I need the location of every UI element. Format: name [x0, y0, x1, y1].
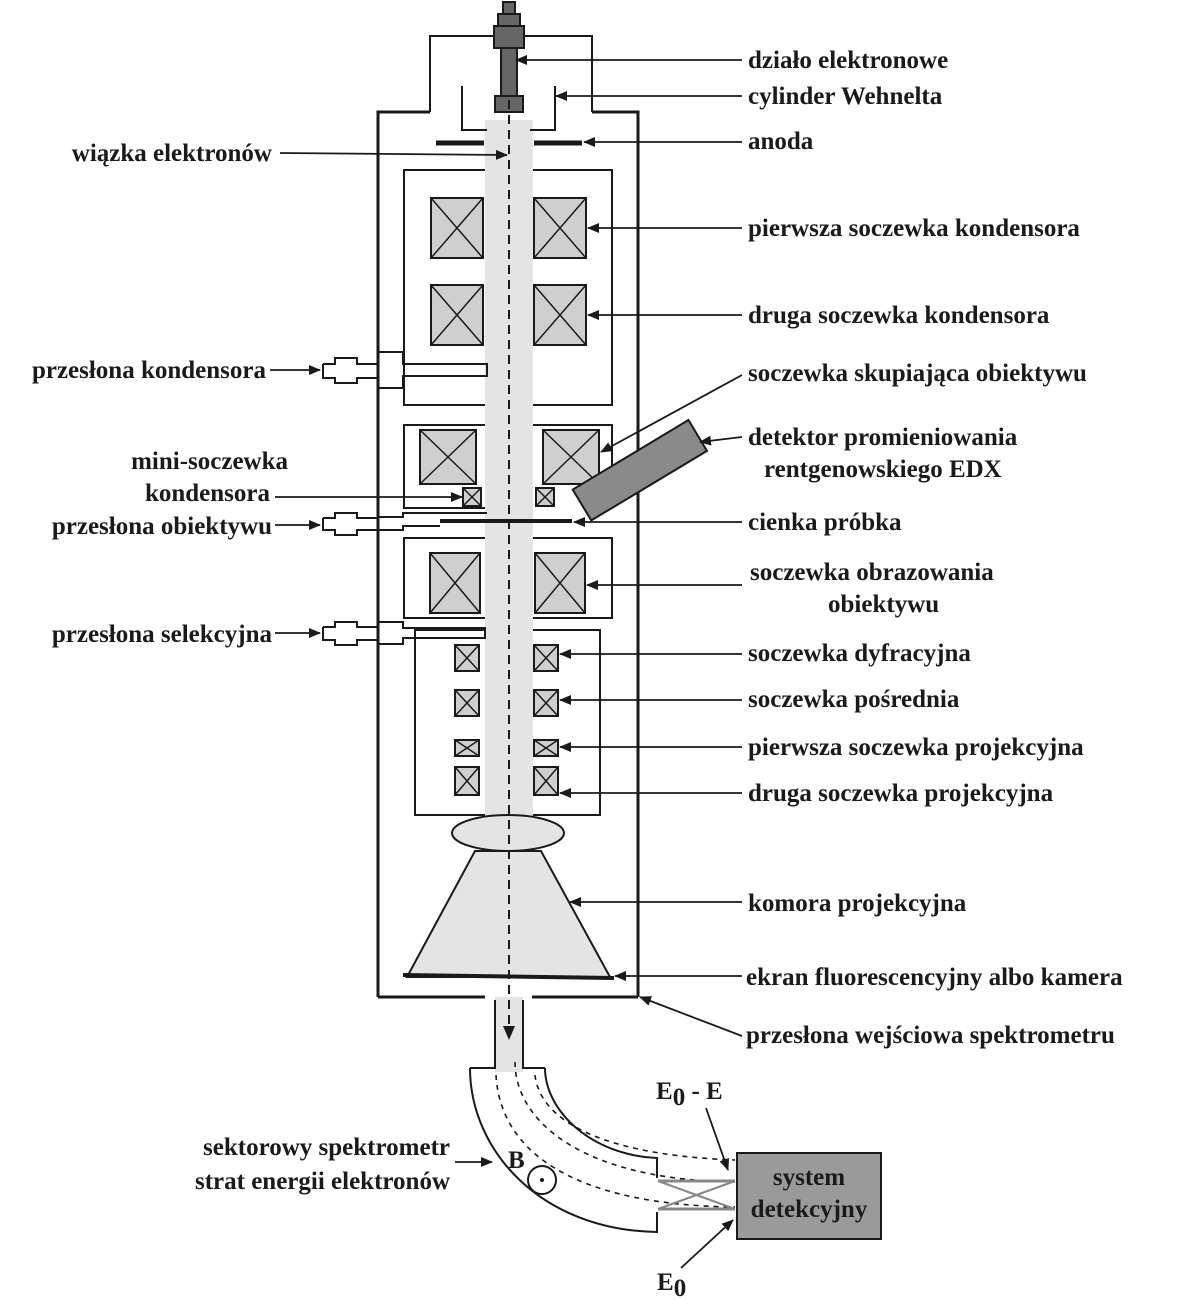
intermediate-lens	[454, 689, 559, 717]
label-intermediate-lens: soczewka pośrednia	[748, 686, 960, 713]
spectrometer	[469, 1000, 736, 1234]
label-edx-2: rentgenowskiego EDX	[764, 456, 1002, 483]
label-anode: anoda	[748, 128, 814, 155]
condenser-mini-lens	[462, 487, 555, 507]
label-condenser-aperture: przesłona kondensora	[32, 357, 267, 384]
label-selective-aperture: przesłona selekcyjna	[52, 621, 273, 648]
label-condenser-1: pierwsza soczewka kondensora	[748, 215, 1080, 242]
objective-imaging-lens	[429, 552, 586, 614]
label-electron-beam: wiązka elektronów	[72, 140, 272, 167]
label-field-b: B	[508, 1147, 525, 1174]
condenser-lens-1	[430, 197, 587, 259]
condenser-lens-2	[430, 284, 587, 346]
label-condenser-2: druga soczewka kondensora	[748, 302, 1050, 329]
projection-lens-2	[454, 766, 559, 796]
label-diffraction-lens: soczewka dyfracyjna	[748, 640, 971, 667]
label-spectrometer-1: sektorowy spektrometr	[203, 1134, 450, 1161]
label-objective-imaging-1: soczewka obrazowania	[750, 559, 994, 586]
objective-aperture	[322, 512, 487, 536]
label-projection-2: druga soczewka projekcyjna	[748, 780, 1054, 807]
label-wehnelt: cylinder Wehnelta	[748, 83, 943, 110]
label-spectrometer-2: strat energii elektronów	[195, 1168, 450, 1195]
projection-lens-1	[454, 739, 559, 757]
label-spectrometer-aperture: przesłona wejściowa spektrometru	[746, 1022, 1115, 1049]
label-projection-chamber: komora projekcyjna	[748, 890, 967, 917]
label-objective-aperture: przesłona obiektywu	[52, 513, 272, 540]
condenser-aperture	[322, 351, 488, 389]
detection-system-label-1: system	[773, 1164, 845, 1191]
label-minilens-2: kondensora	[145, 480, 271, 507]
label-objective-imaging-2: obiektywu	[828, 591, 939, 618]
label-edx-1: detektor promieniowania	[748, 424, 1018, 451]
label-electron-gun: działo elektronowe	[748, 47, 948, 74]
diffraction-lens	[454, 644, 559, 672]
objective-focusing-lens	[419, 429, 600, 485]
detection-system-label-2: detekcyjny	[751, 1196, 868, 1223]
edx-detector	[571, 418, 709, 522]
detection-system-box	[736, 1152, 882, 1240]
selective-aperture	[322, 621, 486, 646]
electron-gun	[493, 1, 525, 113]
label-screen: ekran fluorescencyjny albo kamera	[746, 964, 1123, 991]
leader-lines	[270, 55, 743, 1269]
label-objective-focusing: soczewka skupiająca obiektywu	[748, 360, 1087, 387]
label-projection-1: pierwsza soczewka projekcyjna	[748, 734, 1084, 761]
label-thin-sample: cienka próbka	[748, 509, 902, 536]
label-energy-loss: E0 - E	[656, 1078, 723, 1111]
label-energy-e0: E0	[657, 1269, 686, 1299]
label-minilens-1: mini-soczewka	[131, 448, 288, 475]
